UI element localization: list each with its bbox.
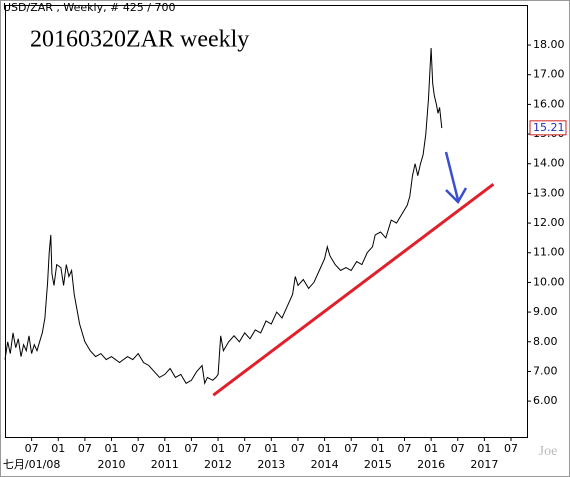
y-tick-label: 12.00 [533,216,565,229]
y-tick-label: 17.00 [533,68,565,81]
x-tick-label: 07 [25,442,39,455]
y-tick-label: 14.00 [533,157,565,170]
arrow [444,151,468,205]
x-year-label: 七月/01/08 [3,458,60,471]
x-tick-label: 01 [51,442,65,455]
y-tick-label: 8.00 [533,335,558,348]
watermark: Joe [539,444,558,459]
x-tick-label: 01 [371,442,385,455]
chart-title: 20160320ZAR weekly [30,27,249,53]
y-tick-label: 7.00 [533,364,558,377]
x-year-label: 2017 [470,458,498,471]
x-tick-label: 01 [105,442,119,455]
y-tick-label: 6.00 [533,394,558,407]
y-tick-label: 13.00 [533,186,565,199]
y-tick-label: 18.00 [533,38,565,51]
x-tick-label: 07 [397,442,411,455]
x-tick-label: 07 [131,442,145,455]
x-tick-label: 01 [477,442,491,455]
y-tick-label: 9.00 [533,305,558,318]
x-tick-label: 01 [264,442,278,455]
x-tick-label: 01 [211,442,225,455]
x-tick-label: 07 [184,442,198,455]
x-tick-label: 01 [318,442,332,455]
x-tick-label: 07 [344,442,358,455]
plot-area [5,5,528,438]
x-tick-label: 07 [238,442,252,455]
x-tick-label: 07 [78,442,92,455]
x-year-label: 2011 [151,458,179,471]
arrow-head [445,187,468,205]
price-line [4,47,443,386]
x-year-label: 2014 [311,458,339,471]
x-year-label: 2012 [204,458,232,471]
x-tick-label: 07 [451,442,465,455]
y-tick-label: 10.00 [533,275,565,288]
x-tick-label: 07 [504,442,518,455]
y-tick-label: 11.00 [533,246,565,259]
last-price-box [529,120,567,136]
last-price-label: 15.21 [533,121,565,134]
arrow-shaft [444,151,460,201]
y-tick-label: 16.00 [533,97,565,110]
x-year-label: 2010 [98,458,126,471]
x-tick-label: 01 [424,442,438,455]
x-year-label: 2015 [364,458,392,471]
x-tick-label: 01 [158,442,172,455]
header: USD/ZAR , Weekly, # 425 / 700 [3,1,176,14]
x-tick-label: 07 [291,442,305,455]
x-year-label: 2013 [257,458,285,471]
x-year-label: 2016 [417,458,445,471]
trendline [212,183,495,397]
